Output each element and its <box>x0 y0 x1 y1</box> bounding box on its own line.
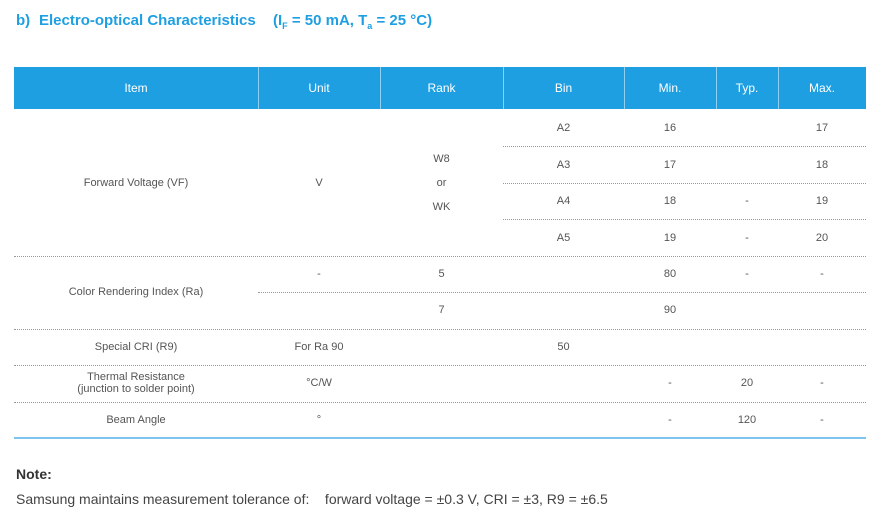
section-title: Electro-optical Characteristics <box>39 12 256 29</box>
cell-value: 19 <box>663 231 677 244</box>
cell-value: - <box>668 377 672 390</box>
cell-value: 120 <box>737 413 757 426</box>
cell-value: 18 <box>815 158 829 171</box>
group-separator <box>14 256 866 257</box>
row-separator <box>503 219 866 220</box>
header-separator <box>380 67 381 109</box>
cell-line: WK <box>432 200 451 213</box>
cell-line: or <box>436 176 447 189</box>
cell-value: 20 <box>815 231 829 244</box>
condition-part: (I <box>273 12 283 29</box>
cell-value: 18 <box>663 195 677 208</box>
note-title: Note: <box>16 466 52 482</box>
condition-part: = 25 °C) <box>372 12 433 29</box>
header-separator <box>503 67 504 109</box>
cell-value: Thermal Resistance (junction to solder po… <box>14 365 258 401</box>
cell-value: 50 <box>557 340 570 353</box>
cell-value: - <box>820 268 824 281</box>
cell-line: (junction to solder point) <box>77 383 195 396</box>
cell-value: 90 <box>663 304 677 317</box>
header-separator <box>624 67 625 109</box>
header-separator <box>258 67 259 109</box>
cell-value: For Ra 90 <box>294 340 344 353</box>
cell-value: - <box>745 231 749 244</box>
section-label: b) <box>16 12 31 29</box>
column-header: Rank <box>427 81 456 95</box>
column-header: Bin <box>554 81 573 95</box>
column-header: Unit <box>308 81 330 95</box>
condition-part: a <box>367 21 373 31</box>
cell-value: 17 <box>815 122 829 135</box>
cell-value: A4 <box>556 195 571 208</box>
cell-value: ° <box>316 413 322 426</box>
cell-line: Thermal Resistance <box>87 371 185 384</box>
column-header: Typ. <box>735 81 759 95</box>
cell-value: 80 <box>663 268 677 281</box>
cell-value: - <box>745 268 749 281</box>
cell-value: A2 <box>556 122 571 135</box>
cell-value: - <box>820 377 824 390</box>
group-separator <box>14 402 866 403</box>
row-separator <box>258 292 866 293</box>
item: Forward Voltage (VF) <box>83 176 189 189</box>
column-header: Max. <box>808 81 835 95</box>
group-separator <box>14 365 866 366</box>
cell-value: A3 <box>556 158 571 171</box>
cell-value: Beam Angle <box>106 413 166 426</box>
cell-value: A5 <box>556 231 571 244</box>
condition: (IF = 50 mA, Ta = 25 °C) <box>273 12 432 31</box>
column-header: Min. <box>658 81 682 95</box>
cell-value: - <box>745 195 749 208</box>
cell-value: - <box>820 413 824 426</box>
cell-value: 19 <box>815 195 829 208</box>
row-separator <box>503 183 866 184</box>
cell-value: Special CRI (R9) <box>94 340 178 353</box>
row-separator <box>503 146 866 147</box>
header-separator <box>778 67 779 109</box>
note-text: Samsung maintains measurement tolerance … <box>16 491 608 507</box>
condition-part: = 50 mA, T <box>287 12 368 29</box>
cell-value: 20 <box>740 377 754 390</box>
table-bottom-line <box>14 437 866 439</box>
item: Color Rendering Index (Ra) <box>68 286 204 299</box>
cell-value: - <box>668 413 672 426</box>
header-separator <box>716 67 717 109</box>
cell-value: 17 <box>663 158 677 171</box>
cell-value: 7 <box>438 304 445 317</box>
cell-line: W8 <box>433 152 450 165</box>
column-header: Item <box>124 81 148 95</box>
cell-value: 16 <box>663 122 677 135</box>
rank: W8 or WK <box>380 110 503 256</box>
cell-value: - <box>317 268 321 281</box>
unit: V <box>315 176 323 189</box>
condition-part: F <box>282 21 288 31</box>
table-header <box>14 67 866 109</box>
cell-value: 5 <box>438 268 445 281</box>
cell-value: °C/W <box>306 377 332 390</box>
group-separator <box>14 329 866 330</box>
